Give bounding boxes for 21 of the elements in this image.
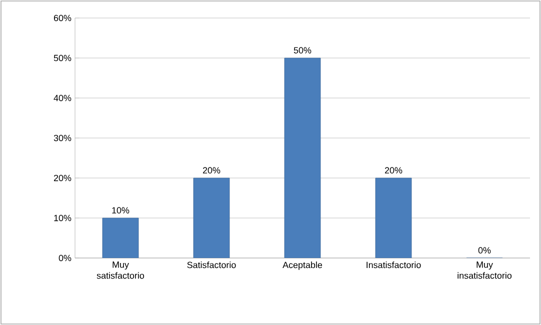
data-label: 20% <box>202 167 220 174</box>
bar <box>375 178 412 258</box>
bar <box>193 178 230 258</box>
y-tick-label: 40% <box>54 94 72 102</box>
bar <box>102 218 139 258</box>
data-label: 50% <box>294 47 312 54</box>
x-tick-label: Aceptable <box>282 262 322 270</box>
x-tick-label: Insatisfactorio <box>366 262 421 268</box>
x-tick-label: Muy insatisfactorio <box>458 262 512 279</box>
y-tick-label: 20% <box>54 174 72 182</box>
y-tick-label: 60% <box>54 14 72 22</box>
data-label: 10% <box>112 207 130 214</box>
data-label: 0% <box>478 247 491 254</box>
y-tick-label: 30% <box>54 134 72 142</box>
y-tick-label: 10% <box>54 214 72 222</box>
y-tick-label: 0% <box>58 254 72 262</box>
x-tick-label: Muy satisfactorio <box>96 262 144 279</box>
y-tick-label: 50% <box>54 54 72 62</box>
data-label: 20% <box>384 167 402 174</box>
bar <box>284 58 321 258</box>
x-tick-label: Satisfactorio <box>187 262 236 268</box>
